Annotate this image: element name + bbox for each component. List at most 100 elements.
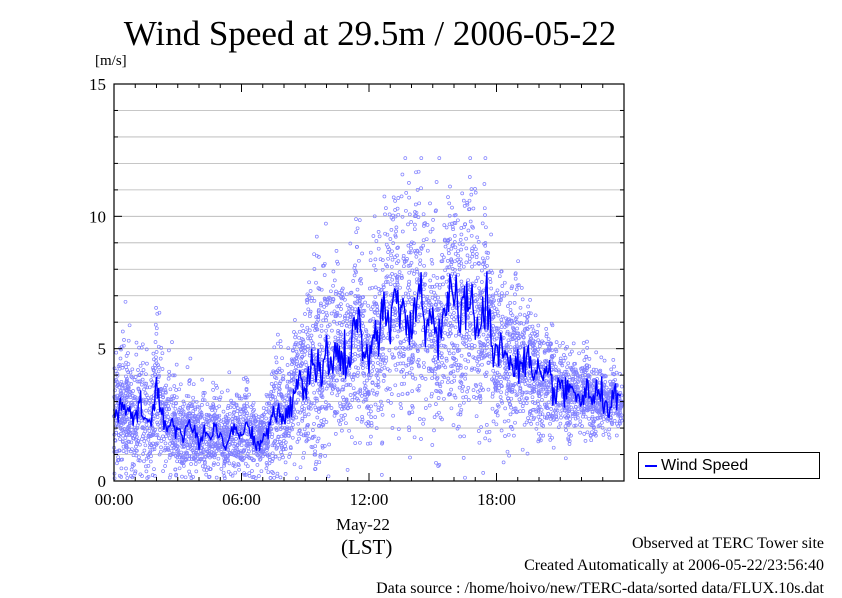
scatter-point [293, 383, 296, 386]
scatter-point [245, 402, 248, 405]
scatter-point [381, 413, 384, 416]
scatter-point [143, 449, 146, 452]
scatter-point [548, 434, 551, 437]
scatter-point [467, 229, 470, 232]
scatter-point [413, 223, 416, 226]
scatter-point [420, 187, 423, 190]
scatter-point [515, 288, 518, 291]
scatter-point [418, 385, 421, 388]
scatter-point [194, 463, 197, 466]
scatter-point [251, 470, 254, 473]
scatter-point [529, 298, 532, 301]
scatter-point [582, 350, 585, 353]
scatter-point [538, 345, 541, 348]
scatter-point [437, 296, 440, 299]
scatter-point [178, 388, 181, 391]
scatter-point [491, 392, 494, 395]
scatter-point [499, 396, 502, 399]
scatter-point [506, 332, 509, 335]
scatter-point [520, 396, 523, 399]
scatter-point [603, 359, 606, 362]
scatter-point [522, 322, 525, 325]
scatter-point [205, 473, 208, 476]
scatter-point [479, 383, 482, 386]
scatter-point [391, 250, 394, 253]
scatter-point [134, 376, 137, 379]
scatter-point [422, 239, 425, 242]
scatter-point [238, 468, 241, 471]
scatter-point [392, 196, 395, 199]
scatter-point [448, 214, 451, 217]
scatter-point [215, 476, 218, 479]
scatter-point [444, 245, 447, 248]
scatter-point [298, 345, 301, 348]
scatter-point [238, 413, 241, 416]
scatter-point [159, 450, 162, 453]
scatter-point [340, 308, 343, 311]
scatter-point [432, 239, 435, 242]
scatter-point [217, 463, 220, 466]
scatter-point [162, 470, 165, 473]
scatter-point [377, 287, 380, 290]
scatter-point [519, 306, 522, 309]
scatter-point [450, 388, 453, 391]
scatter-point [480, 281, 483, 284]
scatter-point [314, 445, 317, 448]
scatter-point [551, 436, 554, 439]
scatter-point [413, 272, 416, 275]
scatter-point [436, 276, 439, 279]
scatter-point [346, 304, 349, 307]
scatter-point [439, 283, 442, 286]
scatter-point [363, 381, 366, 384]
scatter-point [155, 306, 158, 309]
scatter-point [223, 475, 226, 478]
scatter-point [590, 439, 593, 442]
scatter-point [115, 351, 118, 354]
scatter-point [407, 181, 410, 184]
scatter-point [476, 360, 479, 363]
scatter-point [125, 366, 128, 369]
scatter-point [307, 413, 310, 416]
scatter-point [308, 315, 311, 318]
scatter-point [520, 286, 523, 289]
scatter-point [418, 418, 421, 421]
scatter-point [503, 281, 506, 284]
scatter-point [519, 401, 522, 404]
scatter-point [424, 407, 427, 410]
scatter-point [344, 422, 347, 425]
scatter-point [464, 377, 467, 380]
scatter-point [315, 235, 318, 238]
scatter-point [375, 356, 378, 359]
scatter-point [286, 364, 289, 367]
scatter-point [313, 422, 316, 425]
scatter-point [460, 354, 463, 357]
scatter-point [298, 330, 301, 333]
scatter-point [295, 416, 298, 419]
scatter-point [422, 422, 425, 425]
scatter-point [410, 221, 413, 224]
scatter-point [155, 327, 158, 330]
scatter-point [453, 379, 456, 382]
scatter-point [395, 368, 398, 371]
scatter-point [491, 395, 494, 398]
scatter-point [473, 262, 476, 265]
scatter-point [579, 420, 582, 423]
scatter-point [525, 402, 528, 405]
scatter-point [374, 286, 377, 289]
scatter-point [295, 350, 298, 353]
scatter-point [154, 341, 157, 344]
scatter-point [287, 347, 290, 350]
scatter-point [284, 472, 287, 475]
scatter-point [349, 394, 352, 397]
scatter-point [463, 435, 466, 438]
scatter-point [492, 369, 495, 372]
scatter-point [433, 416, 436, 419]
scatter-point [358, 219, 361, 222]
scatter-point [547, 338, 550, 341]
scatter-point [387, 400, 390, 403]
scatter-point [433, 335, 436, 338]
scatter-point [212, 381, 215, 384]
scatter-point [222, 471, 225, 474]
scatter-point [481, 222, 484, 225]
scatter-point [168, 370, 171, 373]
